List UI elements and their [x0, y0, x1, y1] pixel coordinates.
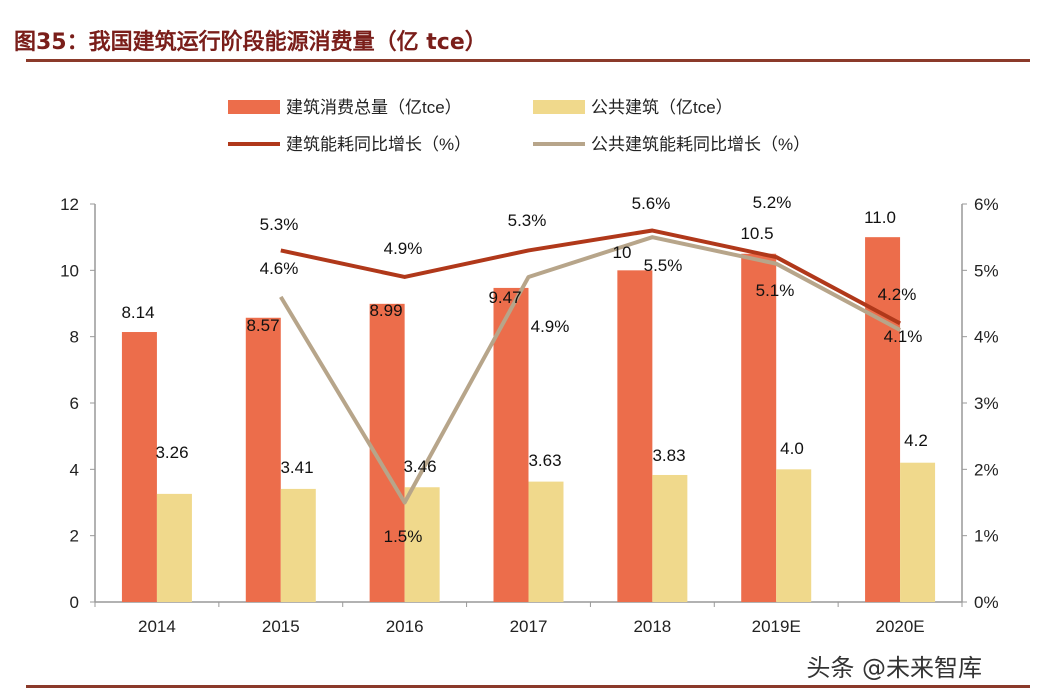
- line-public-growth: [279, 235, 902, 505]
- data-label-total: 9.47: [488, 288, 521, 307]
- right-tick-label: 3%: [974, 394, 999, 413]
- data-label-public: 4.2: [904, 431, 928, 450]
- bar-public: [528, 481, 564, 602]
- data-label-total-growth: 5.3%: [260, 215, 299, 234]
- x-tick-label: 2014: [138, 617, 176, 636]
- legend-label-public-growth: 公共建筑能耗同比增长（%）: [591, 135, 810, 154]
- bar-total: [741, 253, 777, 602]
- data-label-public-growth: 5.1%: [756, 281, 795, 300]
- left-tick-label: 0: [70, 593, 79, 612]
- bar-total: [245, 317, 281, 602]
- x-tick-label: 2019E: [752, 617, 801, 636]
- left-tick-label: 4: [70, 460, 79, 479]
- data-label-total-growth: 4.2%: [878, 285, 917, 304]
- legend: 建筑消费总量（亿tce） 公共建筑（亿tce） 建筑能耗同比增长（%） 公共建筑…: [228, 98, 810, 154]
- legend-label-total-growth: 建筑能耗同比增长（%）: [286, 135, 471, 154]
- bar-public: [156, 493, 192, 602]
- legend-label-public: 公共建筑（亿tce）: [591, 98, 733, 117]
- data-label-total: 8.57: [246, 316, 279, 335]
- data-label-total-growth: 5.3%: [508, 211, 547, 230]
- left-tick-label: 12: [60, 195, 79, 214]
- data-label-public-growth: 5.5%: [644, 256, 683, 275]
- legend-swatch-public: [533, 100, 585, 114]
- right-tick-label: 1%: [974, 527, 999, 546]
- x-tick-label: 2016: [386, 617, 424, 636]
- bar-public: [776, 469, 812, 602]
- bottom-rule: [26, 685, 1030, 688]
- left-tick-label: 10: [60, 261, 79, 280]
- legend-label-total: 建筑消费总量（亿tce）: [286, 98, 462, 117]
- data-label-total-growth: 5.2%: [753, 193, 792, 212]
- data-label-public-growth: 4.6%: [260, 259, 299, 278]
- left-tick-label: 8: [70, 328, 79, 347]
- data-label-total-growth: 5.6%: [632, 194, 671, 213]
- data-label-public: 3.41: [280, 458, 313, 477]
- data-label-total: 11.0: [864, 208, 896, 227]
- data-label-public: 3.63: [528, 451, 561, 470]
- legend-swatch-total: [228, 100, 280, 114]
- data-label-public: 4.0: [780, 439, 804, 458]
- data-label-public-growth: 1.5%: [384, 527, 423, 546]
- right-tick-label: 0%: [974, 593, 999, 612]
- data-label-total-growth: 4.9%: [384, 239, 423, 258]
- x-tick-label: 2017: [510, 617, 548, 636]
- x-tick-label: 2018: [633, 617, 671, 636]
- data-label-public-growth: 4.9%: [531, 317, 570, 336]
- right-tick-label: 2%: [974, 460, 999, 479]
- data-label-total: 10: [613, 243, 632, 262]
- bar-total: [121, 332, 157, 602]
- data-label-total: 8.99: [369, 301, 402, 320]
- bar-public: [404, 487, 440, 602]
- data-label-public: 3.26: [155, 443, 188, 462]
- bar-public: [652, 474, 688, 602]
- x-tick-label: 2020E: [875, 617, 924, 636]
- left-tick-label: 2: [70, 527, 79, 546]
- bar-public: [280, 488, 316, 602]
- data-label-total: 8.14: [121, 303, 154, 322]
- x-tick-label: 2015: [262, 617, 300, 636]
- right-tick-label: 6%: [974, 195, 999, 214]
- title-rule: [26, 59, 1030, 62]
- bar-total: [493, 287, 529, 602]
- bar-total: [865, 237, 901, 602]
- data-label-total: 10.5: [740, 224, 773, 243]
- data-label-public: 3.83: [652, 446, 685, 465]
- right-tick-label: 5%: [974, 261, 999, 280]
- figure-title: 图35：我国建筑运行阶段能源消费量（亿 tce）: [14, 30, 487, 55]
- data-label-public-growth: 4.1%: [884, 327, 923, 346]
- line-total-growth: [280, 228, 902, 326]
- data-label-public: 3.46: [403, 457, 436, 476]
- bar-total: [617, 270, 653, 602]
- watermark: 头条 @未来智库: [806, 654, 982, 682]
- bar-public: [900, 462, 936, 602]
- right-tick-label: 4%: [974, 328, 999, 347]
- left-tick-label: 6: [70, 394, 79, 413]
